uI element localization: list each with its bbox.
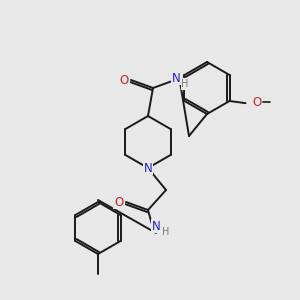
Text: N: N [152, 220, 160, 232]
Text: N: N [144, 161, 152, 175]
Text: H: H [162, 227, 170, 237]
Text: H: H [181, 79, 189, 89]
Text: O: O [114, 196, 124, 208]
Text: N: N [172, 71, 180, 85]
Text: O: O [119, 74, 129, 86]
Text: O: O [252, 96, 261, 109]
